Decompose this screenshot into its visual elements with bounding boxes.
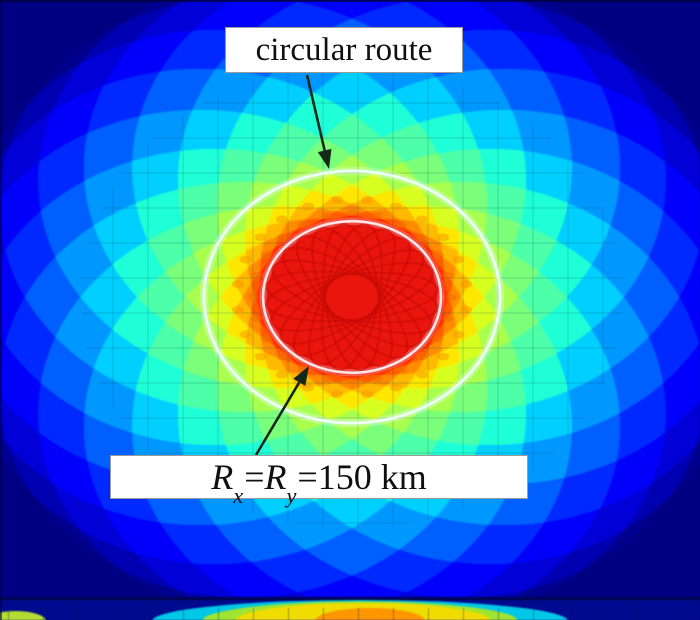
coverage-dot	[396, 366, 407, 374]
annotation-arrow-head	[317, 148, 332, 169]
radius-subscript-x: x	[233, 483, 243, 508]
rosette-petal-ellipse	[265, 271, 439, 323]
annotation-arrow-head	[293, 366, 309, 386]
radius-subscript-y: y	[287, 483, 297, 508]
annotation-arrow-shaft	[305, 74, 326, 151]
coverage-dot	[276, 233, 288, 241]
coverage-dot	[432, 251, 444, 259]
coverage-dot	[239, 330, 252, 339]
coverage-dot	[442, 271, 454, 279]
coverage-dot	[442, 315, 454, 323]
coverage-dot	[396, 220, 407, 228]
annotation-arrows	[254, 74, 332, 456]
equals-sign: =	[244, 457, 265, 497]
coverage-dot	[260, 251, 272, 259]
coverage-dot	[390, 202, 403, 211]
rosette-pattern	[265, 223, 439, 371]
coverage-dot	[361, 390, 374, 398]
coverage-dot	[260, 335, 272, 343]
coverage-dot	[250, 315, 262, 323]
radius-text: Rx=Ry=150 km	[211, 456, 427, 507]
coverage-dot	[250, 271, 262, 279]
coverage-dot	[416, 370, 429, 379]
coverage-dot	[247, 293, 259, 301]
route-circle	[202, 169, 502, 425]
coverage-dot	[275, 215, 288, 224]
coverage-dot	[390, 383, 403, 392]
figure-border-left	[0, 0, 2, 620]
coverage-dot	[460, 305, 473, 314]
coverage-dot	[330, 390, 343, 398]
coverage-dot	[301, 202, 314, 211]
coverage-dot	[437, 352, 450, 361]
radius-symbol-rx: R	[211, 457, 234, 497]
coverage-dot	[275, 370, 288, 379]
radius-subscript-y-text: y	[286, 482, 297, 508]
coverage-dot	[231, 280, 244, 289]
coverage-dot	[254, 233, 267, 242]
coverage-dot	[346, 377, 358, 385]
figure-border-top	[0, 0, 700, 2]
coverage-dot	[239, 255, 252, 264]
coverage-dot	[416, 233, 428, 241]
coverage-dot	[445, 293, 457, 301]
coverage-dot	[452, 330, 465, 339]
coverage-dot	[452, 255, 465, 264]
coverage-dot	[372, 374, 384, 382]
inner-boundary-circle	[261, 219, 443, 375]
radius-symbol-ry: R	[264, 457, 287, 497]
coverage-dot	[346, 209, 358, 217]
annotation-radius-label: Rx=Ry=150 km	[110, 455, 528, 507]
radius-subscript-x-text: x	[233, 482, 244, 508]
circular-route-text: circular route	[255, 31, 433, 68]
annotation-circular-route-label: circular route	[225, 27, 463, 73]
coverage-dot	[320, 374, 332, 382]
coverage-dot	[231, 305, 244, 314]
rosette-petal-ellipse	[322, 223, 382, 371]
grid-lines	[80, 65, 624, 529]
coverage-dot	[460, 280, 473, 289]
coverage-dot	[276, 353, 288, 361]
annotation-arrow-shaft	[254, 381, 301, 456]
coverage-dot	[361, 196, 374, 204]
coverage-dot	[432, 335, 444, 343]
coverage-dot	[437, 233, 450, 242]
coverage-dot	[297, 220, 308, 228]
coverage-dot	[372, 212, 384, 220]
coverage-dot	[254, 352, 267, 361]
coverage-dot	[416, 215, 429, 224]
coverage-dot	[330, 196, 343, 204]
radius-value: =150 km	[297, 457, 427, 497]
coverage-dot	[320, 212, 332, 220]
coverage-dot	[416, 353, 428, 361]
route-circles	[199, 166, 505, 428]
